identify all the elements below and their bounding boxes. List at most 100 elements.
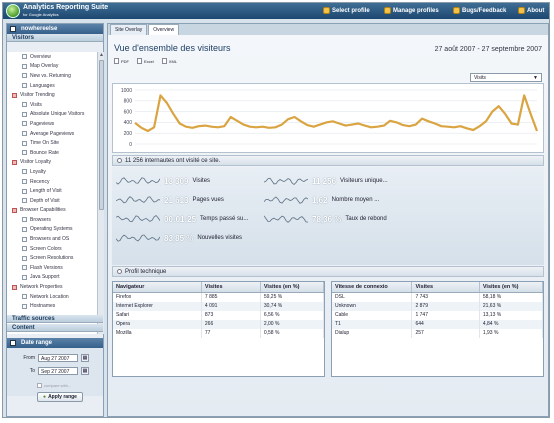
tab-overview[interactable]: Overview [148,24,180,35]
col-visits-pct[interactable]: Visites (en %) [479,282,544,293]
tree-item[interactable]: New vs. Returning [7,71,97,81]
connection-row[interactable]: T1 644 4,84 % [332,319,544,329]
tree-item[interactable]: Length of Visit [7,186,97,196]
tree-item[interactable]: Hostnames [7,301,97,311]
browser-row[interactable]: Firefox 7 885 59,25 % [113,292,325,302]
section-content[interactable]: Content [7,324,103,332]
menu-bugs-feedback[interactable]: Bugs/Feedback [453,7,506,14]
menu-manage-profiles[interactable]: Manage profiles [384,7,439,14]
sparkline [264,177,308,186]
report-icon [22,274,27,280]
connection-row[interactable]: Dialup 257 1,93 % [332,328,544,338]
tree-item[interactable]: Recency [7,177,97,187]
tree-item[interactable]: Absolute Unique Visitors [7,110,97,120]
sparkline [116,177,160,185]
tree-item[interactable]: Browsers and OS [7,234,97,244]
tree-item[interactable]: Screen Colors [7,244,97,254]
tree-item[interactable]: Visits [7,100,97,110]
tree-item[interactable]: Map Overlay [7,62,97,72]
report-icon [22,246,27,252]
browser-row[interactable]: Mozilla 77 0,58 % [113,328,325,338]
tree-scrollbar[interactable]: ▲ ▼ [97,52,104,334]
tree-item[interactable]: Languages [7,81,97,91]
apply-range-button[interactable]: ● Apply range [37,392,83,402]
tree-item-label: Network Location [30,293,69,300]
calendar-icon[interactable]: ▦ [81,367,89,375]
metric-value: 83,85 % [164,233,194,243]
connection-row[interactable]: DSL 7 743 58,18 % [332,292,544,302]
tree-item[interactable]: Operating Systems [7,225,97,235]
table-cell: Firefox [113,292,202,302]
table-cell: 0,58 % [260,328,325,338]
tree-item-label: Recency [30,178,50,185]
export-pdf-link[interactable]: PDF [114,58,129,64]
section-visitors[interactable]: Visitors [7,34,103,42]
table-cell: 2,00 % [260,319,325,329]
report-icon [22,150,27,156]
metric-item[interactable]: 13 309 Visites [116,175,210,187]
tree-item[interactable]: Average Pageviews [7,129,97,139]
metric-item[interactable]: 00:01:25 Temps passé su... [116,213,248,225]
browser-row[interactable]: Internet Explorer 4 091 30,74 % [113,301,325,311]
tree-item[interactable]: Java Support [7,273,97,283]
connection-row[interactable]: Unknown 2 879 21,63 % [332,301,544,311]
from-row: From Aug 27 2007 ▦ [11,354,89,362]
compare-option[interactable]: compare with... [37,383,71,388]
profile-header[interactable]: nowhereelse [7,24,103,34]
metric-item[interactable]: 1,62 Nombre moyen ... [264,194,379,206]
tab-site-overlay[interactable]: Site Overlay [110,24,148,35]
scrollbar-thumb[interactable] [99,60,104,210]
table-cell: 644 [411,319,480,329]
folder-icon [12,92,17,98]
sparkline-line [264,177,308,186]
connection-table: Vitesse de connexio Visites Visites (en … [331,281,544,377]
metric-item[interactable]: 78,36 % Taux de rebond [264,213,387,225]
browser-row[interactable]: Safari 873 6,56 % [113,310,325,320]
col-connection[interactable]: Vitesse de connexio [332,282,413,293]
sparkline-line [116,177,160,185]
to-date-input[interactable]: Sep 27 2007 [38,367,78,375]
table-cell: Cable [332,310,413,320]
col-visits[interactable]: Visites [411,282,480,293]
tree-item[interactable]: Bounce Rate [7,148,97,158]
menu-about[interactable]: About [518,7,544,14]
tech-profile-header[interactable]: Profil technique [112,266,544,277]
metric-item[interactable]: 21 613 Pages vues [116,194,224,206]
sparkline-line [264,196,308,204]
tree-item[interactable]: Depth of Visit [7,196,97,206]
export-xml-link[interactable]: XML [161,58,177,64]
tree-item[interactable]: Loyalty [7,167,97,177]
table-cell: 77 [201,328,261,338]
sparkline [264,215,308,223]
calendar-icon[interactable]: ▦ [81,354,89,362]
tree-group[interactable]: Browser Capabilities [7,206,97,216]
tree-item[interactable]: Flash Versions [7,263,97,273]
menu-select-profile[interactable]: Select profile [323,7,370,14]
browser-row[interactable]: Opera 266 2,00 % [113,319,325,329]
connection-row[interactable]: Cable 1 747 13,13 % [332,310,544,320]
tree-item[interactable]: Pageviews [7,119,97,129]
tree-item[interactable]: Screen Resolutions [7,253,97,263]
tree-item[interactable]: Browsers [7,215,97,225]
tree-item[interactable]: Time On Site [7,138,97,148]
col-visits-pct[interactable]: Visites (en %) [260,282,325,293]
compare-checkbox[interactable] [37,383,42,388]
metric-item[interactable]: 11 256 Visiteurs unique... [264,175,388,187]
export-excel-link[interactable]: Excel [137,58,154,64]
tree-group[interactable]: Visitor Trending [7,90,97,100]
section-traffic-sources[interactable]: Traffic sources [7,315,103,323]
sparkline-line [116,234,160,242]
metric-select[interactable]: Visits ▼ [470,73,542,82]
from-date-input[interactable]: Aug 27 2007 [38,354,78,362]
tree-group[interactable]: Network Properties [7,282,97,292]
summary-header[interactable]: 11 256 internautes ont visité ce site. [112,155,544,166]
col-visits[interactable]: Visites [201,282,261,293]
sparkline [264,196,308,204]
tree-group[interactable]: Visitor Loyalty [7,158,97,168]
scroll-up-icon[interactable]: ▲ [99,52,104,58]
sparkline [116,234,160,242]
col-browser[interactable]: Navigateur [113,282,202,293]
tree-item[interactable]: Overview [7,52,97,62]
metric-item[interactable]: 83,85 % Nouvelles visites [116,232,242,244]
tree-item[interactable]: Network Location [7,292,97,302]
